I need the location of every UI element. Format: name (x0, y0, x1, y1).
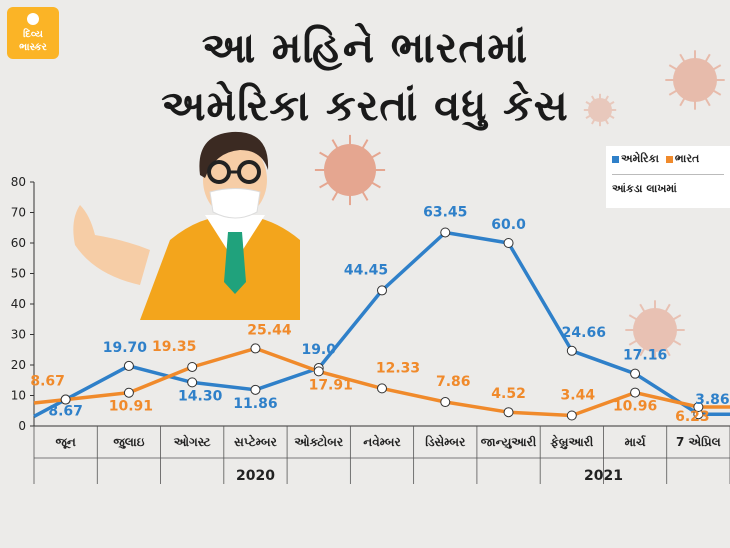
y-tick-label: 30 (11, 328, 26, 342)
x-tick-label: માર્ચ (625, 434, 647, 449)
data-labels: 8.67 19.70 14.30 11.86 19.0 44.45 63.45 60.0 24.… (30, 204, 729, 425)
logo-line-2: ભાસ્કર (19, 42, 47, 53)
us-data-label: 60.0 (491, 217, 526, 233)
us-data-label: 8.67 (48, 404, 83, 420)
y-tick-label: 40 (11, 297, 26, 311)
india-data-label: 25.44 (247, 322, 292, 338)
us-data-point (377, 285, 387, 296)
india-data-point (250, 343, 261, 354)
y-tick-label: 20 (11, 358, 26, 372)
x-tick-label: જાન્યુઆરી (481, 434, 537, 450)
india-data-point (693, 401, 704, 412)
legend-divider (612, 174, 724, 175)
india-data-point (630, 387, 641, 398)
x-tick-label: 7 એપ્રિલ (676, 434, 721, 449)
india-data-label: 10.96 (613, 399, 657, 415)
india-data-label: 10.91 (109, 399, 153, 415)
us-data-point (440, 227, 451, 238)
india-data-point (123, 387, 134, 398)
virus-icon (583, 93, 617, 127)
x-tick-label: ઓગસ્ટ (174, 434, 211, 449)
india-data-point (566, 410, 577, 421)
india-data-label: 12.33 (376, 360, 420, 376)
y-tick-label: 0 (18, 419, 26, 433)
legend-india-swatch (665, 155, 673, 163)
india-data-point (503, 407, 514, 418)
us-data-point (123, 360, 134, 371)
india-data-point (60, 394, 71, 405)
logo-line-1: દિવ્ય (23, 29, 43, 40)
india-data-label: 17.91 (309, 377, 353, 393)
legend-unit-note: આંકડા લાખમાં (612, 182, 677, 195)
us-data-label: 17.16 (623, 348, 667, 364)
y-tick-label: 70 (11, 206, 26, 220)
india-data-label: 3.44 (561, 388, 596, 404)
india-data-label: 4.52 (491, 386, 526, 402)
x-tick-label: સપ્ટેમ્બર (234, 434, 278, 449)
y-tick-label: 10 (11, 389, 26, 403)
us-data-label: 44.45 (344, 262, 388, 278)
legend-india-label: ભારત (674, 152, 700, 165)
brand-logo: દિવ્ય ભાસ્કર (7, 7, 59, 59)
y-tick-label: 60 (11, 236, 26, 250)
us-data-point (250, 384, 261, 395)
us-data-label: 3.86 (695, 392, 730, 408)
x-tick-label: જુલાઇ (113, 435, 144, 450)
us-data-point (187, 377, 198, 388)
chart-legend: અમેરિકા ભારત આંકડા લાખમાં (606, 146, 730, 208)
virus-icon (665, 50, 725, 110)
legend-us-swatch (612, 155, 619, 163)
us-data-label: 14.30 (178, 388, 223, 404)
virus-icon (625, 300, 685, 360)
india-data-label: 6.23 (675, 409, 710, 425)
sun-icon (27, 13, 39, 25)
series-points (60, 227, 704, 421)
x-tick-label: ડિસેમ્બર (425, 434, 466, 449)
x-tick-label: ઓક્ટોબર (294, 434, 343, 449)
virus-icon (314, 134, 386, 206)
us-data-label: 19.0 (301, 342, 336, 358)
headline-line-2: અમેરિકા કરતાં વધુ કેસ (161, 81, 569, 130)
presenter-illustration (73, 131, 300, 320)
y-tick-label: 50 (11, 267, 26, 281)
india-data-point (440, 397, 451, 408)
us-data-point (503, 238, 514, 248)
india-data-label: 8.67 (30, 374, 65, 390)
year-label: 2020 (236, 468, 275, 484)
legend-us-label: અમેરિકા (621, 152, 660, 165)
chart-axes: 0 10 20 30 40 50 60 70 80 (11, 175, 35, 433)
india-data-label: 19.35 (152, 339, 196, 355)
y-tick-label: 80 (11, 175, 26, 189)
year-label: 2021 (584, 468, 623, 484)
india-data-point (377, 383, 387, 394)
us-data-label: 11.86 (233, 396, 277, 412)
us-data-label: 24.66 (562, 325, 606, 341)
x-tick-label: નવેમ્બર (363, 434, 401, 449)
x-axis: જૂન જુલાઇ ઓગસ્ટ સપ્ટેમ્બર ઓક્ટોબર નવેમ્બર ડિસે… (33, 425, 730, 484)
india-data-point (187, 361, 198, 372)
us-data-point (630, 368, 641, 379)
us-data-label: 63.45 (423, 204, 467, 220)
us-data-point (566, 345, 577, 356)
india-data-point (313, 366, 324, 377)
legend-series-row: અમેરિકા ભારત (612, 152, 699, 166)
us-data-label: 19.70 (103, 340, 148, 356)
headline-line-1: આ મહિને ભારતમાં (201, 23, 529, 72)
india-data-label: 7.86 (436, 374, 471, 390)
virus-decoration (314, 50, 725, 360)
x-tick-label: ફેબ્રુઆરી (550, 434, 594, 451)
x-tick-label: જૂન (55, 435, 75, 451)
